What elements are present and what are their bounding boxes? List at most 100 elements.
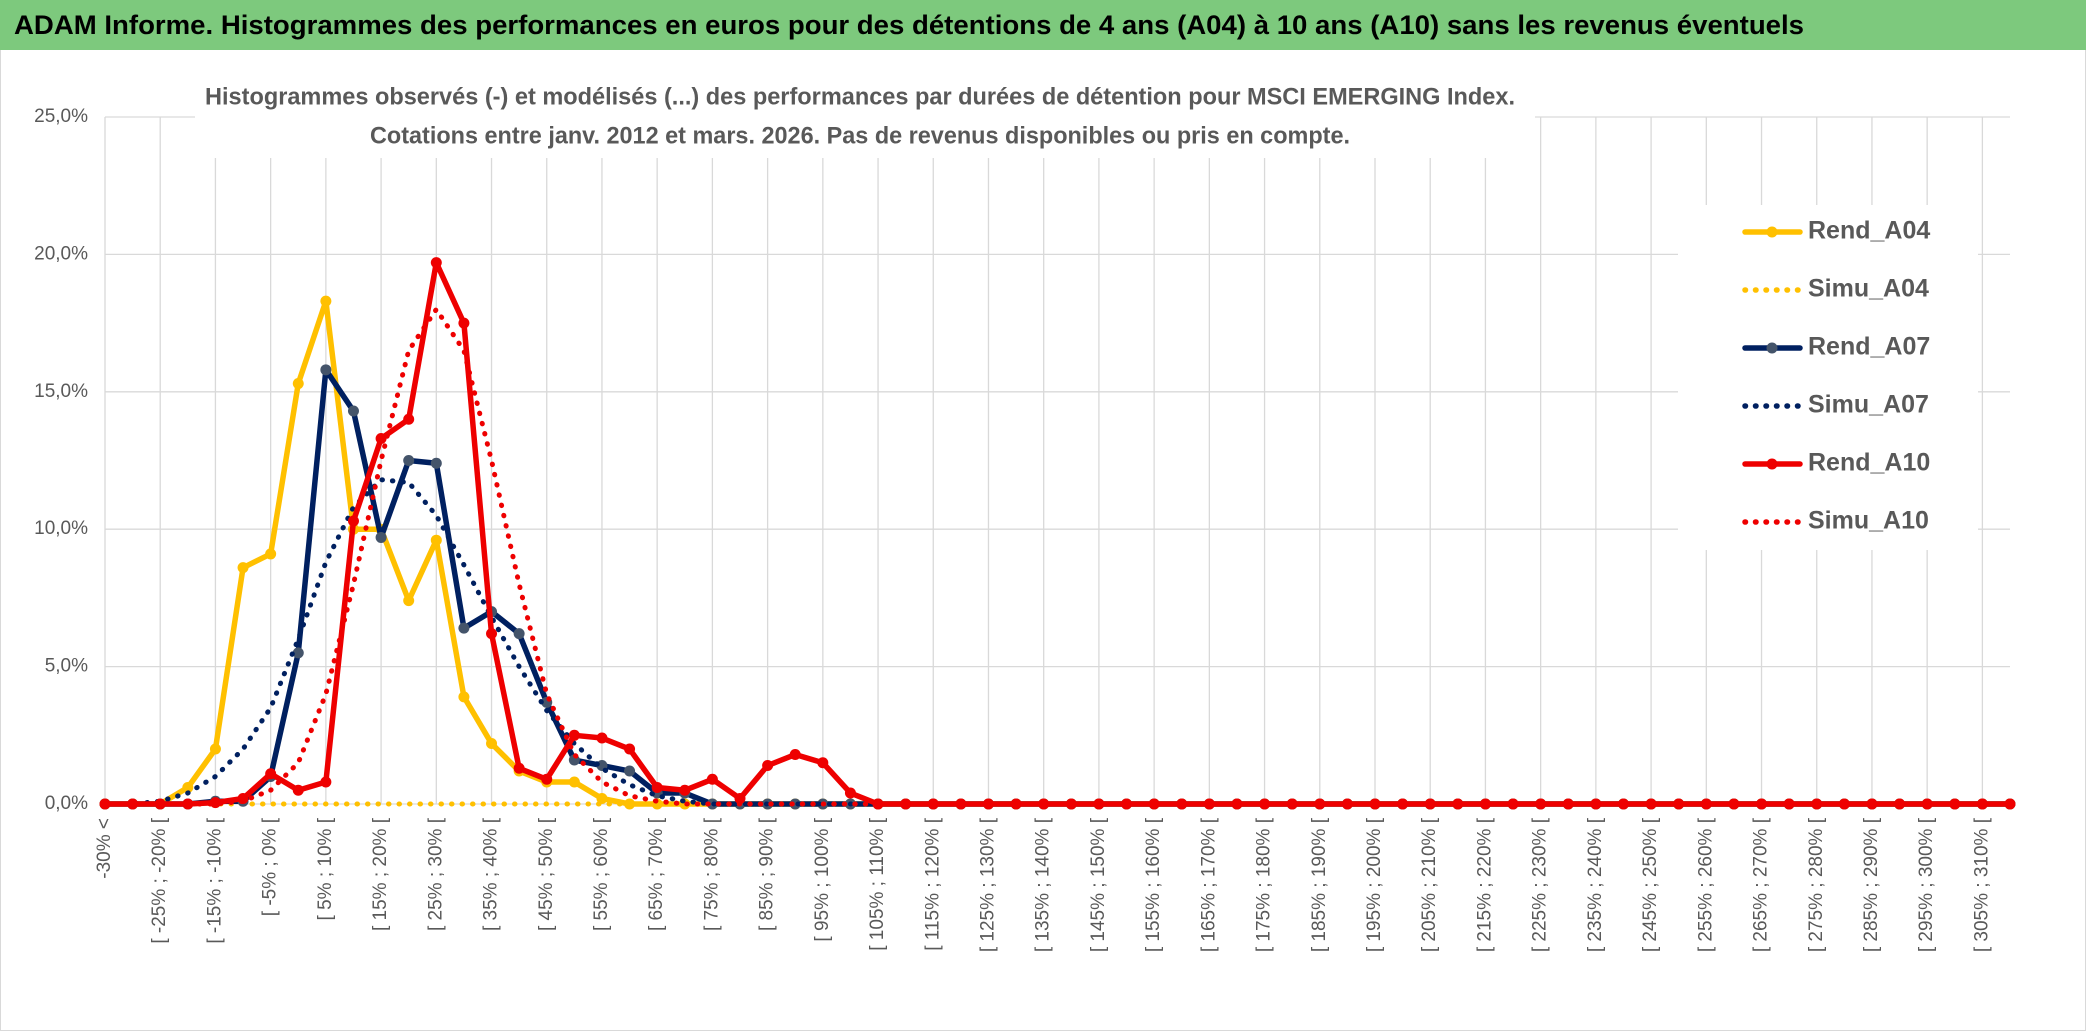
point (568, 729, 580, 741)
y-tick-label: 0,0% (45, 793, 88, 814)
point (1452, 798, 1464, 810)
x-tick-label: [ 5% ; 10% [ (315, 817, 336, 920)
point (1010, 798, 1022, 810)
subtitle-bg (195, 78, 1535, 158)
x-tick-label: [ 15% ; 20% [ (370, 817, 391, 931)
x-tick-label: [ 305% ; 310% [ (1971, 817, 1992, 952)
point (762, 760, 774, 772)
x-tick-label: [ 225% ; 230% [ (1530, 817, 1551, 952)
legend-label: Rend_A04 (1808, 217, 1930, 245)
point (292, 647, 304, 659)
point (403, 455, 415, 466)
point (596, 793, 608, 805)
point (1231, 798, 1243, 810)
point (486, 738, 498, 750)
x-tick-label: [ -15% ; -10% [ (204, 817, 225, 943)
legend-marker (1766, 226, 1778, 238)
simulated-line (102, 306, 2013, 807)
point (706, 773, 718, 785)
point (844, 787, 856, 799)
x-tick-label: [ 35% ; 40% [ (481, 817, 502, 931)
x-tick-label: [ 185% ; 190% [ (1309, 817, 1330, 952)
point (1811, 798, 1823, 810)
point (1286, 798, 1298, 810)
point (320, 364, 332, 376)
point (1369, 798, 1381, 810)
point (430, 457, 442, 469)
point (982, 798, 994, 810)
point (1976, 798, 1988, 810)
y-tick-label: 25,0% (34, 106, 88, 127)
legend-label: Rend_A07 (1808, 333, 1930, 361)
point (486, 628, 498, 640)
title-banner (0, 0, 2086, 50)
x-tick-label: [ 175% ; 180% [ (1254, 817, 1275, 952)
x-tick-label: [ 55% ; 60% [ (591, 817, 612, 931)
x-tick-label: [ 135% ; 140% [ (1033, 817, 1054, 952)
point (292, 378, 304, 390)
point (209, 743, 221, 755)
point (1756, 798, 1768, 810)
x-tick-label: [ 205% ; 210% [ (1419, 817, 1440, 952)
y-tick-label: 15,0% (34, 381, 88, 402)
point (430, 534, 442, 546)
x-tick-label: [ 265% ; 270% [ (1751, 817, 1772, 952)
chart-title: ADAM Informe. Histogrammes des performan… (14, 10, 1804, 40)
point (265, 768, 277, 780)
point (789, 798, 801, 810)
point (430, 257, 442, 269)
point (1507, 798, 1519, 810)
legend-label: Simu_A04 (1808, 275, 1929, 303)
point (513, 628, 525, 640)
x-tick-label: [ -25% ; -20% [ (149, 817, 170, 943)
point (320, 776, 332, 788)
point (568, 776, 580, 788)
point (1535, 798, 1547, 810)
x-tick-label: [ 195% ; 200% [ (1364, 817, 1385, 952)
point (292, 784, 304, 796)
point (1314, 798, 1326, 810)
point (1148, 798, 1160, 810)
point (679, 784, 691, 796)
legend-label: Simu_A07 (1808, 391, 1929, 419)
point (209, 797, 221, 809)
point (651, 782, 663, 794)
x-tick-label: [ 45% ; 50% [ (536, 817, 557, 931)
x-tick-label: -30% < (94, 818, 115, 879)
point (237, 562, 249, 574)
point (458, 622, 470, 634)
x-tick-label: [ 275% ; 280% [ (1806, 817, 1827, 952)
point (403, 595, 415, 607)
x-tick-label: [ 105% ; 110% [ (867, 817, 888, 950)
point (1673, 798, 1685, 810)
x-tick-label: [ 255% ; 260% [ (1695, 817, 1716, 952)
legend-marker (1766, 458, 1778, 470)
x-tick-label: [ 295% ; 300% [ (1916, 817, 1937, 952)
point (596, 732, 608, 744)
subtitle: Histogrammes observés (-) et modélisés (… (205, 83, 1515, 110)
point (182, 782, 194, 794)
point (1894, 798, 1906, 810)
point (375, 433, 387, 445)
x-tick-label: [ 115% ; 120% [ (922, 817, 943, 950)
x-tick-label: [ 165% ; 170% [ (1198, 817, 1219, 952)
x-tick-label: [ 25% ; 30% [ (425, 817, 446, 931)
y-tick-label: 10,0% (34, 518, 88, 539)
point (1065, 798, 1077, 810)
point (265, 548, 277, 560)
point (1590, 798, 1602, 810)
point (817, 757, 829, 769)
point (734, 793, 746, 805)
x-tick-label: [ 145% ; 150% [ (1088, 817, 1109, 952)
x-tick-label: [ 95% ; 100% [ (812, 817, 833, 941)
point (458, 317, 470, 329)
x-tick-label: [ 285% ; 290% [ (1861, 817, 1882, 952)
x-tick-label: [ 155% ; 160% [ (1143, 817, 1164, 952)
point (789, 749, 801, 761)
x-tick-label: [ 85% ; 90% [ (757, 817, 778, 931)
legend-label: Rend_A10 (1808, 449, 1930, 477)
point (127, 798, 139, 810)
legend-bg (1678, 205, 1978, 550)
y-tick-label: 20,0% (34, 243, 88, 264)
